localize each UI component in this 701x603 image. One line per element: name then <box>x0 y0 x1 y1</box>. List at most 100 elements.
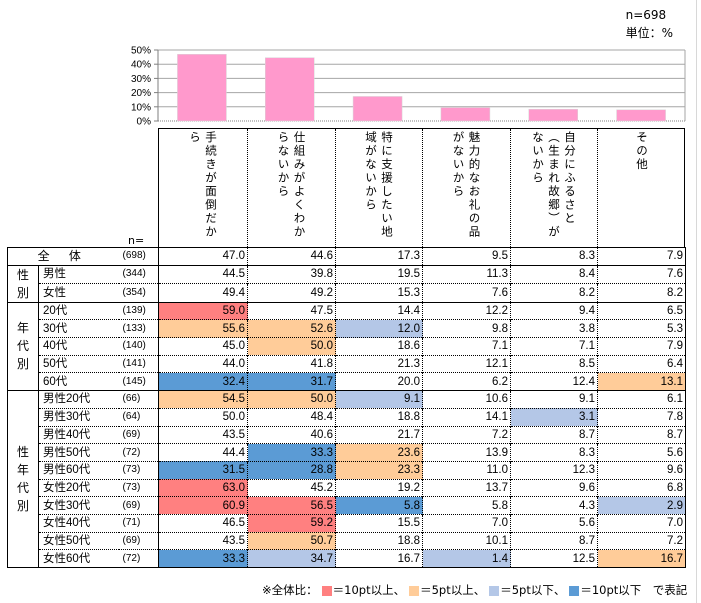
value-cell: 60.9 <box>158 496 248 515</box>
value-cell: 9.6 <box>510 478 598 497</box>
table-row: 60代 (145) 32.4 31.7 20.0 6.2 12.4 13.1 <box>8 372 686 391</box>
value-cell: 12.5 <box>510 549 598 568</box>
value-cell: 7.8 <box>597 407 686 426</box>
row-n: (72) <box>118 549 159 568</box>
value-cell: 43.5 <box>158 531 248 550</box>
value-cell: 8.2 <box>510 283 598 303</box>
column-header-text: 域がないから <box>364 131 378 212</box>
value-cell: 13.7 <box>422 478 511 497</box>
value-cell: 19.2 <box>335 478 423 497</box>
value-cell: 7.2 <box>422 425 511 444</box>
row-label: 60代 <box>38 372 119 391</box>
row-label: 女性50代 <box>38 531 119 550</box>
value-cell: 21.3 <box>335 354 423 373</box>
row-n: (73) <box>118 478 159 497</box>
value-cell: 20.0 <box>335 372 423 391</box>
value-cell: 9.1 <box>510 390 598 409</box>
value-cell: 7.9 <box>597 337 686 356</box>
row-n: (73) <box>118 460 159 480</box>
column-header: 手続きが面倒だから <box>159 129 248 247</box>
value-cell: 7.0 <box>422 513 511 533</box>
value-cell: 23.3 <box>335 460 423 480</box>
value-cell: 6.5 <box>597 301 686 320</box>
value-cell: 5.8 <box>335 496 423 515</box>
value-cell: 15.3 <box>335 283 423 303</box>
value-cell: 18.8 <box>335 407 423 426</box>
value-cell: 54.5 <box>158 390 248 409</box>
legend-label: ＝5pt以下、 <box>500 583 566 597</box>
bar <box>265 57 315 122</box>
value-cell: 15.5 <box>335 513 423 533</box>
value-cell: 33.3 <box>158 549 248 568</box>
y-tick-label: 40% <box>131 60 151 71</box>
sample-size: n=698 <box>625 8 667 22</box>
value-cell: 8.4 <box>510 264 598 284</box>
row-n: (69) <box>118 496 159 515</box>
value-cell: 10.6 <box>422 390 511 409</box>
value-cell: 7.2 <box>597 531 686 550</box>
value-cell: 16.7 <box>335 549 423 568</box>
value-cell: 21.7 <box>335 425 423 444</box>
n-header: n= <box>128 234 145 247</box>
window-edge <box>696 0 697 603</box>
value-cell: 49.4 <box>158 283 248 303</box>
row-label: 全 体 <box>7 247 119 266</box>
row-label: 女性 <box>38 283 119 303</box>
value-cell: 18.8 <box>335 531 423 550</box>
legend-label: ＝5pt以上、 <box>420 583 486 597</box>
value-cell: 7.1 <box>422 337 511 356</box>
value-cell: 39.8 <box>247 264 336 284</box>
gridlines <box>158 49 686 122</box>
value-cell: 48.4 <box>247 407 336 426</box>
value-cell: 5.6 <box>597 443 686 462</box>
row-label: 男性30代 <box>38 407 119 426</box>
table-row: 50代 (141) 44.0 41.8 21.3 12.1 8.5 6.4 <box>8 354 686 373</box>
value-cell: 9.5 <box>422 247 511 266</box>
value-cell: 40.6 <box>247 425 336 444</box>
bar <box>616 109 666 122</box>
unit-label: 単位：% <box>625 26 673 40</box>
table-row: 全 体 (698) 47.0 44.6 17.3 9.5 8.3 7.9 <box>7 247 686 266</box>
value-cell: 31.7 <box>247 372 336 391</box>
row-label: 男性60代 <box>38 460 119 480</box>
column-header-text: ら <box>188 131 202 145</box>
value-cell: 9.1 <box>335 390 423 409</box>
column-header-text: ︵生まれ故郷︶が <box>547 131 561 239</box>
column-header-text: 魅力的なお礼の品 <box>467 131 482 239</box>
value-cell: 13.9 <box>422 443 511 462</box>
legend-swatch <box>409 585 420 596</box>
row-label: 男性20代 <box>38 390 119 409</box>
value-cell: 32.4 <box>158 372 248 391</box>
legend-label: ＝10pt以上、 <box>332 583 406 597</box>
value-cell: 6.2 <box>422 372 511 391</box>
table-row: 男性60代 (73) 31.5 28.8 23.3 11.0 12.3 9.6 <box>8 460 686 480</box>
value-cell: 7.1 <box>510 337 598 356</box>
value-cell: 34.7 <box>247 549 336 568</box>
value-cell: 43.5 <box>158 425 248 444</box>
value-cell: 5.3 <box>597 319 686 338</box>
value-cell: 10.1 <box>422 531 511 550</box>
value-cell: 5.6 <box>510 513 598 533</box>
value-cell: 12.2 <box>422 301 511 320</box>
value-cell: 8.7 <box>510 425 598 444</box>
row-n: (141) <box>118 354 159 373</box>
value-cell: 55.6 <box>158 319 248 338</box>
bar-chart: 50% 40% 30% 20% 10% 0% <box>131 46 686 128</box>
group-label: 性年代別 <box>7 390 39 568</box>
y-tick-label: 0% <box>137 117 152 128</box>
row-label: 男性 <box>38 264 119 284</box>
row-label: 女性20代 <box>38 478 119 497</box>
legend-swatch <box>489 585 500 596</box>
y-tick-label: 50% <box>131 46 151 57</box>
value-cell: 31.5 <box>158 460 248 480</box>
value-cell: 13.1 <box>597 372 686 391</box>
row-n: (66) <box>118 390 159 409</box>
sample-info: n=698 単位：% <box>626 6 673 42</box>
bar <box>352 96 403 122</box>
value-cell: 44.4 <box>158 443 248 462</box>
bars <box>177 54 666 122</box>
table-row: 女性30代 (69) 60.9 56.5 5.8 5.8 4.3 2.9 <box>8 496 686 515</box>
row-n: (140) <box>118 337 159 356</box>
legend: ※全体比： ＝10pt以上、 ＝5pt以上、 ＝5pt以下、 ＝10pt以下 で表記 <box>262 582 687 598</box>
value-cell: 12.1 <box>422 354 511 373</box>
